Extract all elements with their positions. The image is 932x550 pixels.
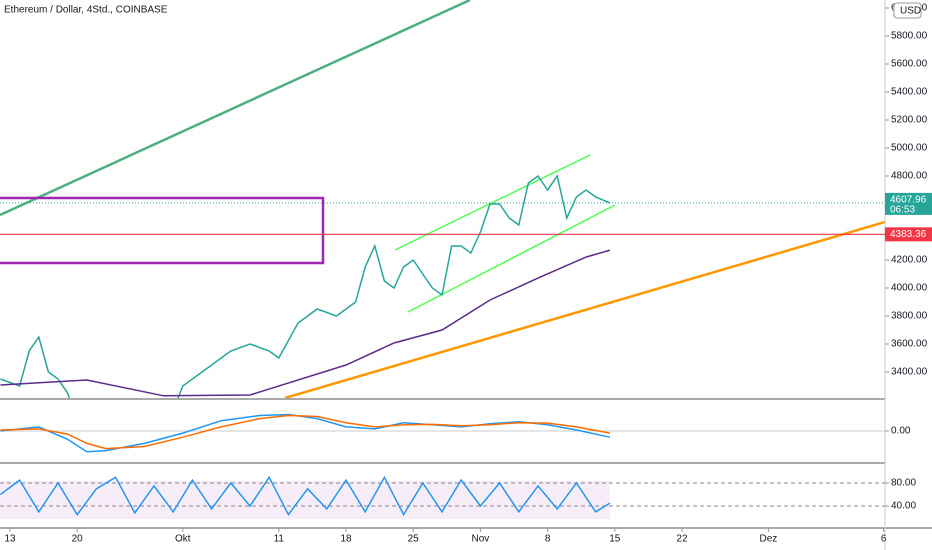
x-tick-label: Nov xyxy=(472,534,490,545)
time-label: 06:53 xyxy=(890,205,915,216)
chart-title: Ethereum / Dollar, 4Std., COINBASE xyxy=(4,5,168,16)
level-tag xyxy=(885,227,932,242)
series-line xyxy=(0,249,611,397)
y-tick-label: 5600.00 xyxy=(891,59,928,70)
drawings xyxy=(0,0,885,398)
rsi-band xyxy=(0,481,610,519)
price-label: 4607.96 xyxy=(890,195,927,206)
x-tick-label: 25 xyxy=(408,534,420,545)
y-tick-label: 4800.00 xyxy=(891,171,928,182)
y-tick-label: 3600.00 xyxy=(891,339,928,350)
series-group xyxy=(0,413,611,453)
x-tick-label: 6 xyxy=(881,534,887,545)
x-tick-label: 15 xyxy=(609,534,621,545)
y-tick-label: 80.00 xyxy=(891,478,916,489)
y-tick-label: 4000.00 xyxy=(891,283,928,294)
price-tag xyxy=(885,192,932,215)
y-tick-label: 3800.00 xyxy=(891,311,928,322)
series-line xyxy=(0,414,611,450)
trend-line xyxy=(0,0,471,217)
currency-label: USD xyxy=(900,6,921,17)
level-label: 4383.36 xyxy=(890,229,927,240)
x-tick-label: 8 xyxy=(545,534,551,545)
x-tick-label: 11 xyxy=(274,534,285,545)
series-group xyxy=(0,174,611,398)
series-line xyxy=(0,174,611,398)
series-line xyxy=(0,475,611,517)
x-tick-label: 22 xyxy=(676,534,688,545)
y-tick-label: 5800.00 xyxy=(891,31,928,42)
support-line xyxy=(284,220,885,398)
y-tick-label: 5400.00 xyxy=(891,87,928,98)
y-tick-label: 4200.00 xyxy=(891,255,928,266)
y-tick-label: 3400.00 xyxy=(891,367,928,378)
y-tick-label: 40.00 xyxy=(891,501,916,512)
x-tick-label: Okt xyxy=(175,534,191,545)
series-group xyxy=(0,475,611,517)
y-tick-label: 0.00 xyxy=(891,426,911,437)
y-tick-label: 5200.00 xyxy=(891,115,928,126)
series-line xyxy=(0,413,611,453)
x-tick-label: Dez xyxy=(760,534,778,545)
x-tick-label: 13 xyxy=(4,534,16,545)
currency-button[interactable] xyxy=(893,2,922,19)
x-tick-label: 20 xyxy=(72,534,84,545)
x-tick-label: 18 xyxy=(340,534,352,545)
zone-box xyxy=(0,196,325,265)
y-tick-label: 5000.00 xyxy=(891,143,928,154)
